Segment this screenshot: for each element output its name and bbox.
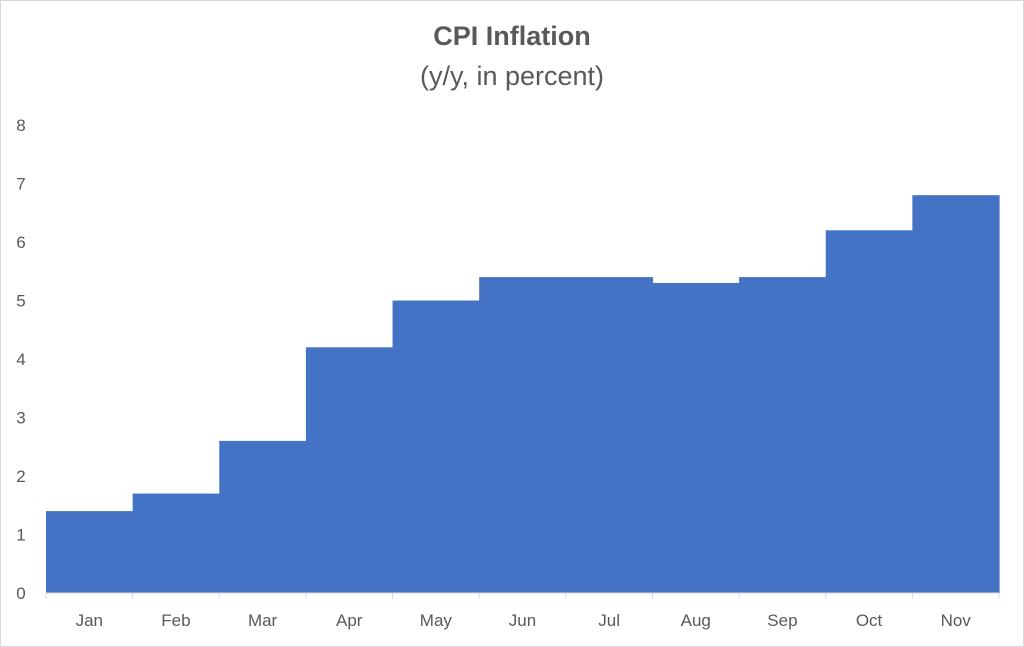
area-step-sep <box>739 277 827 593</box>
x-tick-label: Oct <box>856 611 883 630</box>
x-tick-label: Nov <box>941 611 972 630</box>
x-tick-label: Feb <box>161 611 190 630</box>
y-tick-label: 3 <box>16 409 25 428</box>
x-tick-label: Mar <box>248 611 278 630</box>
x-tick-label: Sep <box>767 611 797 630</box>
y-tick-label: 8 <box>16 116 25 135</box>
y-tick-label: 1 <box>16 526 25 545</box>
x-tick-label: May <box>420 611 453 630</box>
y-tick-label: 5 <box>16 292 25 311</box>
y-tick-label: 2 <box>16 467 25 486</box>
area-step-oct <box>825 230 913 594</box>
area-step-aug <box>652 282 740 593</box>
x-tick-label: Apr <box>336 611 363 630</box>
area-step-feb <box>132 493 220 593</box>
chart-subtitle: (y/y, in percent) <box>419 61 605 91</box>
x-tick-label: Jul <box>598 611 620 630</box>
x-tick-label: Jan <box>76 611 103 630</box>
area-step-nov <box>912 195 1000 593</box>
chart-title: CPI Inflation <box>433 21 591 51</box>
y-tick-label: 6 <box>16 233 25 252</box>
y-tick-label: 0 <box>16 584 25 603</box>
x-tick-label: Aug <box>681 611 711 630</box>
area-step-apr <box>305 347 394 593</box>
area-step-jan <box>46 511 134 593</box>
y-tick-label: 4 <box>16 350 25 369</box>
area-step-may <box>392 300 480 593</box>
y-tick-label: 7 <box>16 175 25 194</box>
area-step-jul <box>565 277 654 593</box>
area-step-jun <box>479 277 567 593</box>
x-tick-label: Jun <box>509 611 536 630</box>
area-step-mar <box>219 440 307 593</box>
